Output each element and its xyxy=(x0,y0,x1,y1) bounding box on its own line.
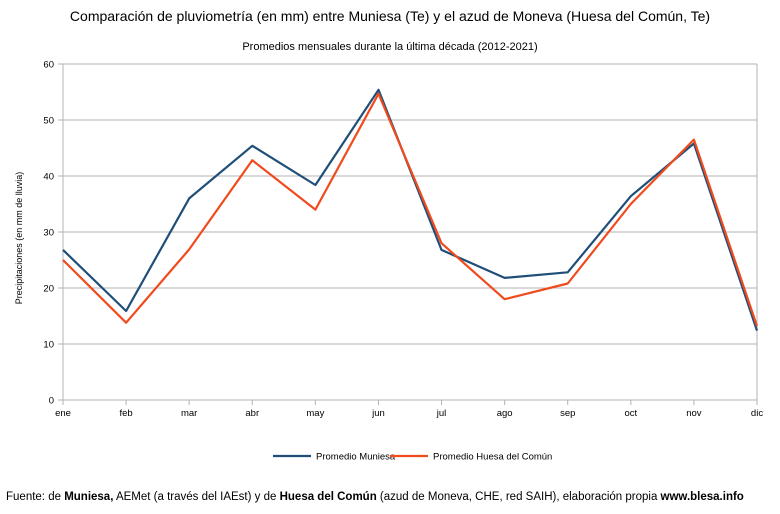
x-tick-label: feb xyxy=(119,408,132,419)
series-lines xyxy=(62,88,759,331)
x-tick-label: mar xyxy=(181,408,197,419)
x-tick-label: jun xyxy=(371,408,385,419)
y-tick-label: 50 xyxy=(43,116,54,127)
x-tick-label: abr xyxy=(245,408,259,419)
footer-text-1: Fuente: de xyxy=(6,491,65,503)
footer-text-3: (azud de Moneva, CHE, red SAIH), elabora… xyxy=(376,491,661,503)
y-axis-ticks: 0 10 20 30 40 50 60 xyxy=(43,60,63,407)
legend-label-1: Promedio Huesa del Común xyxy=(433,452,552,463)
x-tick-label: may xyxy=(306,408,324,419)
footer-bold-muniesa: Muniesa, xyxy=(64,491,114,503)
x-axis-ticks: ene feb mar abr may jun jul ago sep oct nov dic xyxy=(55,400,763,419)
x-tick-label: sep xyxy=(560,408,575,419)
y-axis-label: Precipitaciones (en mm de lluvia) xyxy=(14,172,24,305)
footer-text-2: AEMet (a través del IAEst) y de xyxy=(113,491,280,503)
legend: Promedio Muniesa Promedio Huesa del Común xyxy=(273,452,552,463)
grid-lines xyxy=(63,63,757,401)
y-tick-label: 60 xyxy=(43,60,54,71)
x-tick-label: oct xyxy=(624,408,637,419)
y-tick-label: 10 xyxy=(43,340,54,351)
footer-bold-huesa: Huesa del Común xyxy=(279,491,377,503)
y-tick-label: 40 xyxy=(43,172,54,183)
x-tick-label: ene xyxy=(55,408,71,419)
chart-subtitle: Promedios mensuales durante la última dé… xyxy=(242,41,538,53)
source-footer: Fuente: de Muniesa, AEMet (a través del … xyxy=(6,491,744,503)
x-tick-label: jul xyxy=(436,408,447,419)
y-tick-label: 0 xyxy=(49,396,54,407)
series-line-1 xyxy=(62,92,759,327)
x-tick-label: dic xyxy=(751,408,763,419)
x-tick-label: nov xyxy=(686,408,702,419)
chart-title: Comparación de pluviometría (en mm) entr… xyxy=(69,8,711,24)
x-tick-label: ago xyxy=(497,408,513,419)
y-tick-label: 30 xyxy=(43,228,54,239)
footer-bold-site: www.blesa.info xyxy=(660,491,744,503)
legend-label-0: Promedio Muniesa xyxy=(316,452,396,463)
series-line-0 xyxy=(62,88,759,331)
y-tick-label: 20 xyxy=(43,284,54,295)
